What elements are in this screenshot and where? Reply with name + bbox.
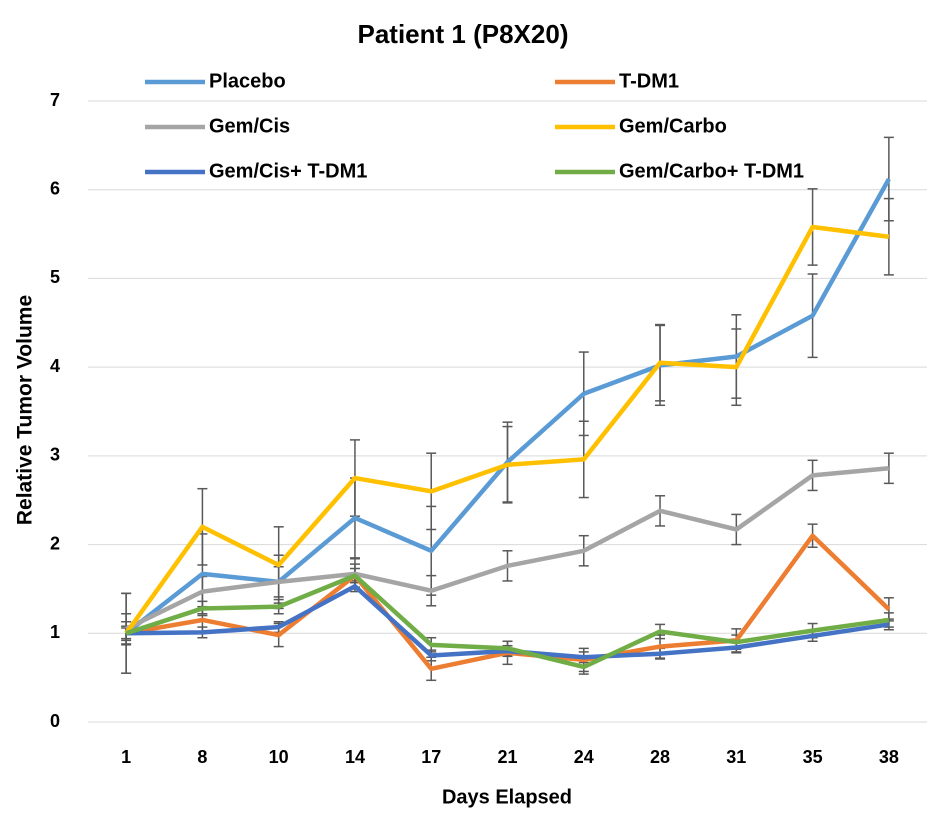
series-line [125,573,890,670]
x-tick-label: 14 [345,747,365,767]
x-tick-label: 1 [121,747,131,767]
x-tick-label: 28 [650,747,670,767]
y-tick-label: 7 [50,90,60,110]
x-tick-label: 38 [879,747,899,767]
y-tick-label: 4 [50,356,60,376]
y-axis-label: Relative Tumor Volume [14,295,37,525]
x-tick-label: 17 [421,747,441,767]
x-tick-label: 10 [269,747,289,767]
legend-label: Gem/Carbo+ T-DM1 [619,160,804,182]
legend-label: Gem/Carbo [619,115,727,137]
series-line [124,224,890,635]
legend-label: Placebo [209,70,286,92]
y-tick-label: 3 [50,445,60,465]
y-tick-label: 1 [50,622,60,642]
y-tick-label: 2 [50,533,60,553]
legend-label: Gem/Cis+ T-DM1 [209,160,367,182]
x-tick-label: 21 [497,747,517,767]
x-tick-label: 8 [197,747,207,767]
chart-title: Patient 1 (P8X20) [358,19,569,49]
x-tick-label: 31 [726,747,746,767]
legend-label: Gem/Cis [209,115,290,137]
x-axis-label: Days Elapsed [442,786,572,808]
y-tick-label: 5 [50,267,60,287]
x-tick-label: 35 [803,747,823,767]
x-tick-label: 24 [574,747,594,767]
series-line [126,584,890,660]
series-line [125,466,890,631]
y-tick-label: 6 [50,178,60,198]
y-tick-label: 0 [50,711,60,731]
series-line [124,177,891,636]
legend-label: T-DM1 [619,70,679,92]
